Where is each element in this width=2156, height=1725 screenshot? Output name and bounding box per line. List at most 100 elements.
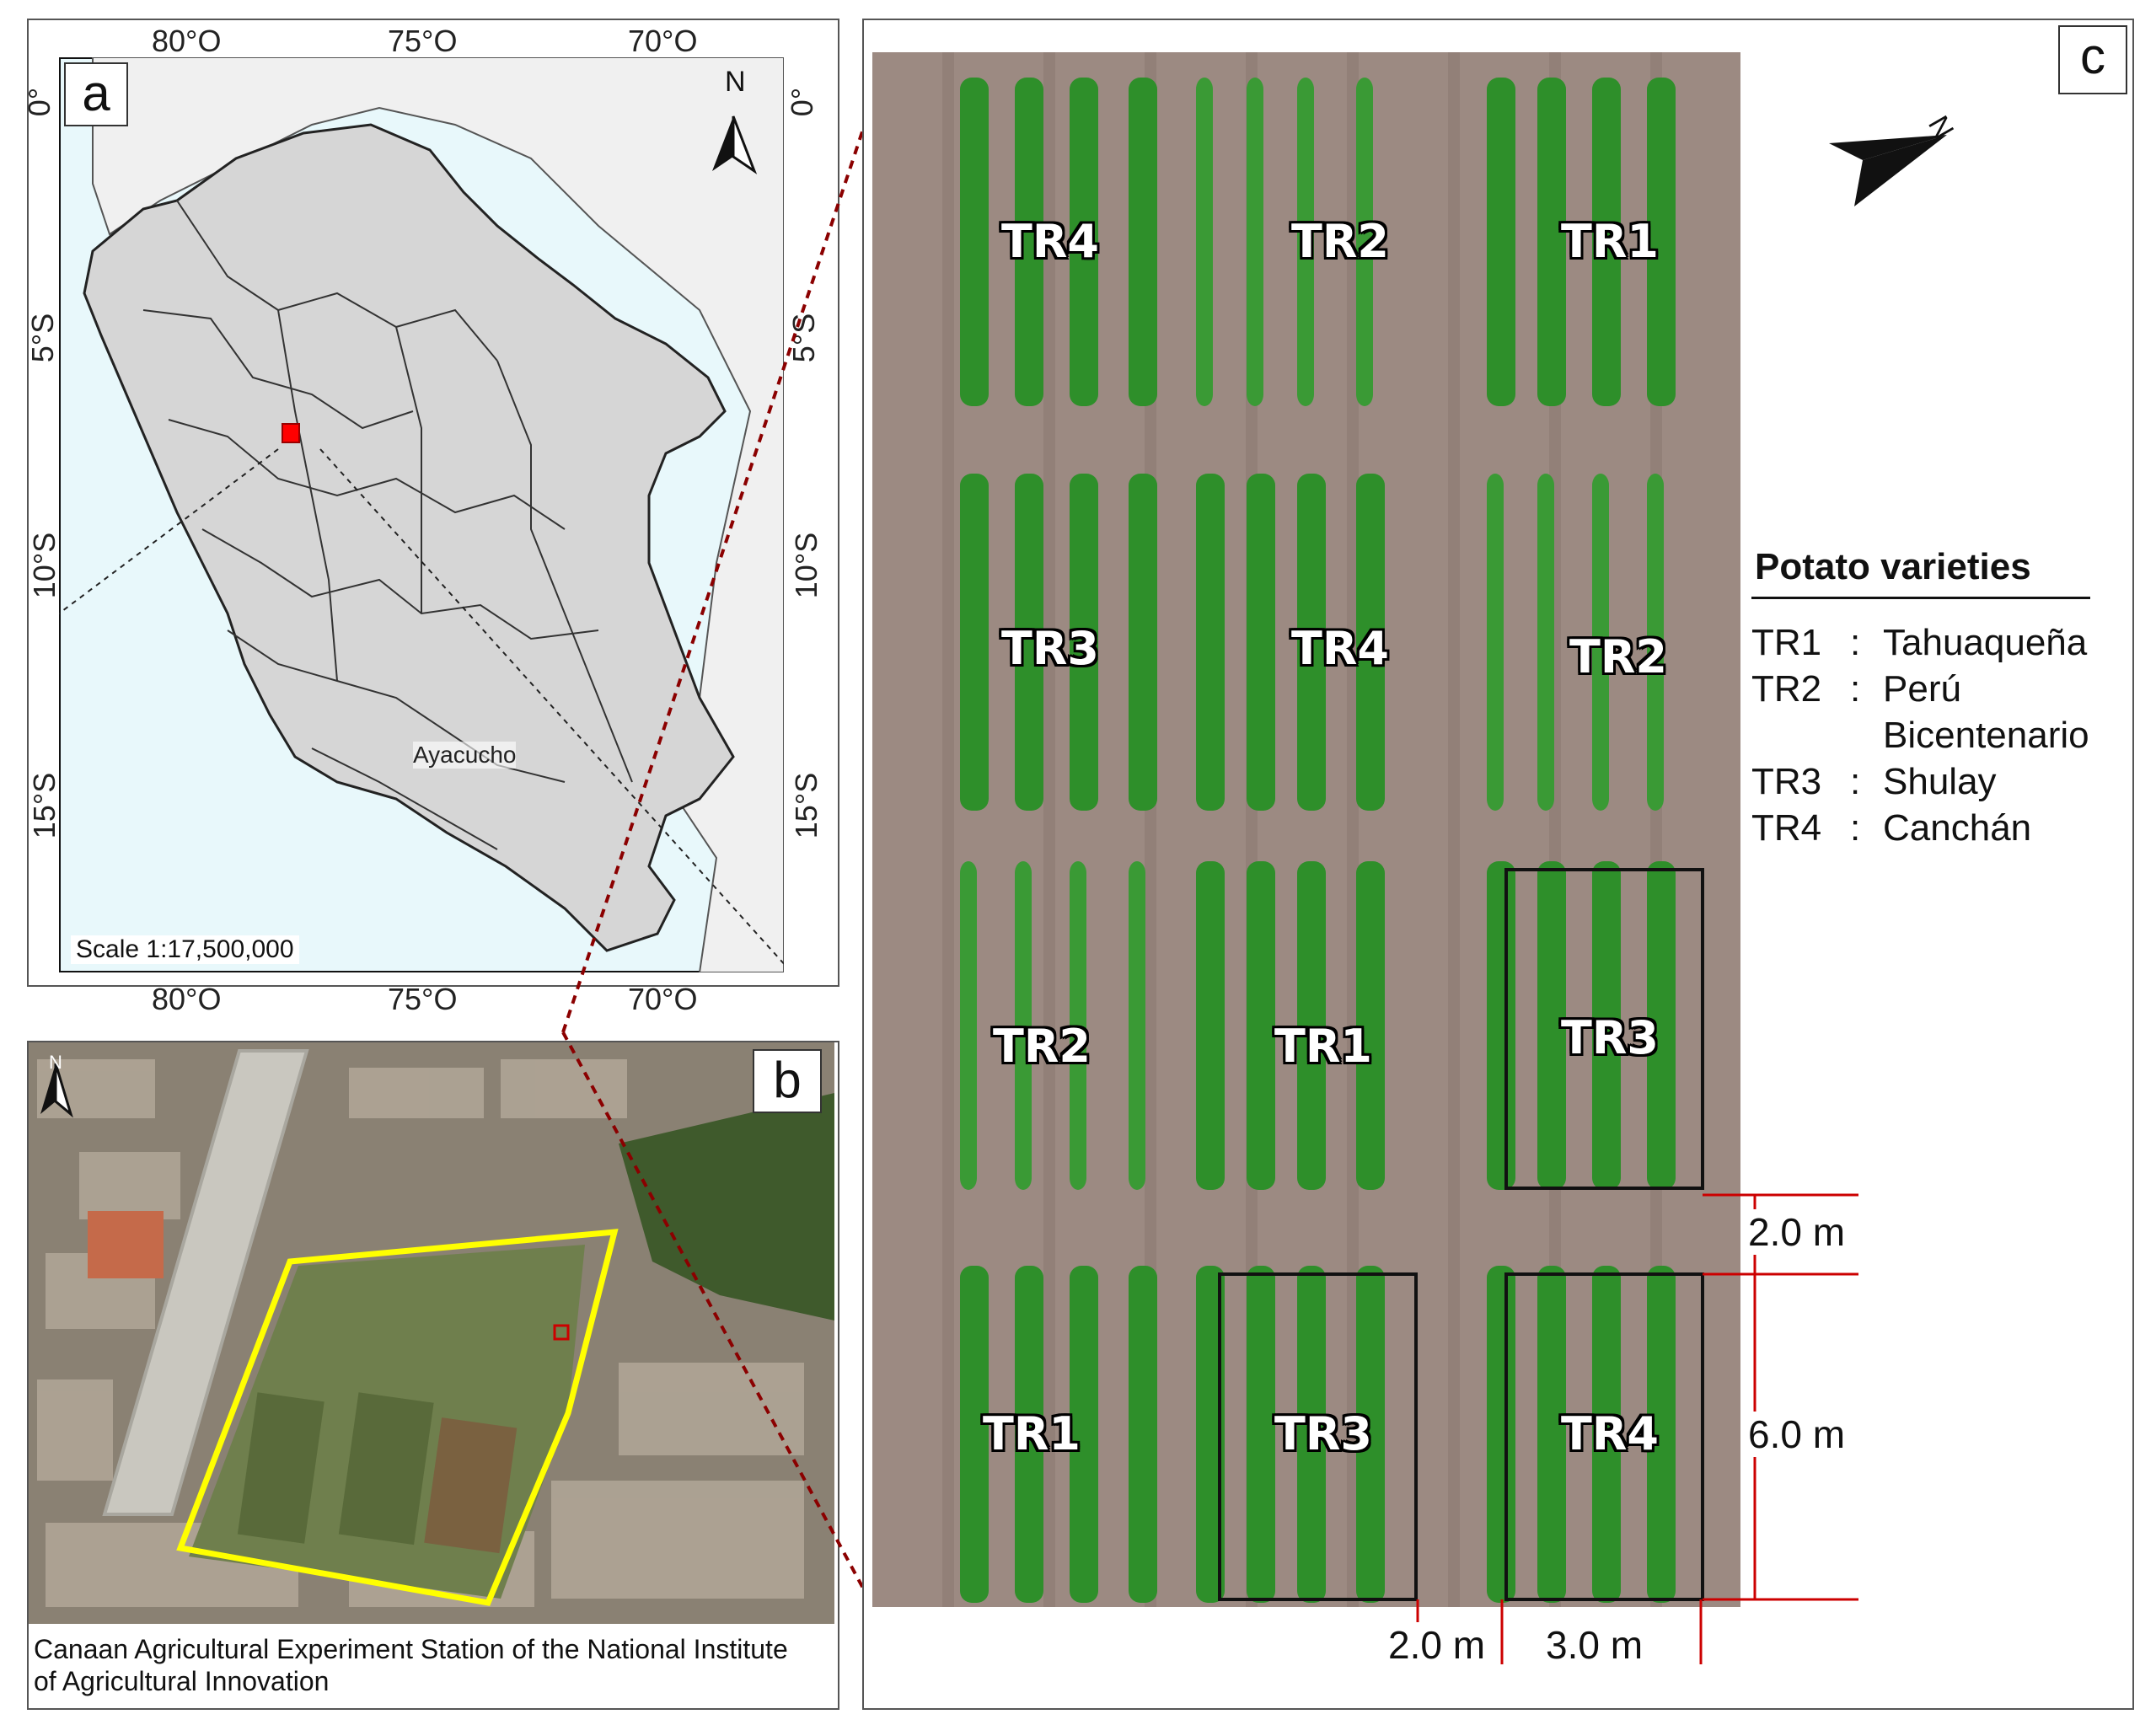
plant-row xyxy=(1592,861,1621,1190)
plant-row xyxy=(1647,1266,1676,1603)
runway xyxy=(102,1049,309,1516)
green-hill xyxy=(619,1093,834,1321)
plant-row xyxy=(1647,861,1676,1190)
plant-row xyxy=(1297,1266,1326,1603)
plot-label-r1-c2: TR2 xyxy=(1291,215,1389,268)
legend-code: TR1 xyxy=(1751,622,1822,663)
north-letter-a: N xyxy=(725,66,746,98)
panel-b-caption: Canaan Agricultural Experiment Station o… xyxy=(34,1634,788,1696)
lon-label-top-1: 80°O xyxy=(152,24,222,58)
plant-row xyxy=(1247,861,1275,1190)
plot-label-r3-c2: TR1 xyxy=(1274,1020,1372,1073)
peru-outline xyxy=(83,123,735,952)
plant-row xyxy=(1592,78,1621,406)
plant-row xyxy=(1015,474,1043,811)
plot-label-r1-c3: TR1 xyxy=(1561,215,1659,268)
ayacucho-site-marker xyxy=(282,423,300,443)
plant-row xyxy=(1537,78,1566,406)
plant-row xyxy=(1070,1266,1098,1603)
plant-row xyxy=(1070,78,1098,406)
plot-label-r1-c1: TR4 xyxy=(1001,215,1099,268)
plot-label-r3-c3: TR3 xyxy=(1561,1011,1659,1064)
plant-row xyxy=(1297,78,1314,406)
legend-code: TR3 xyxy=(1751,761,1822,802)
north-arrow-c xyxy=(1829,135,1947,206)
aerial-field-image xyxy=(872,52,1740,1607)
plant-row xyxy=(1070,474,1098,811)
highlighted-plot-frames xyxy=(1218,868,1704,1601)
plot-label-r4-c1: TR1 xyxy=(983,1407,1081,1460)
legend-separator: : xyxy=(1850,622,1861,663)
red-roof-building xyxy=(88,1211,164,1278)
zoom-line-a-to-b-right xyxy=(319,448,784,966)
legend-separator: : xyxy=(1850,807,1861,849)
plant-row xyxy=(1356,78,1373,406)
lon-label-top-2: 75°O xyxy=(388,24,458,58)
plot-label-r2-c3: TR2 xyxy=(1569,630,1667,683)
legend-variety-name: Tahuaqueña xyxy=(1883,622,2088,663)
dim-col-gap: 2.0 m xyxy=(1385,1622,1489,1668)
plant-row xyxy=(1015,1266,1043,1603)
plant-row xyxy=(1129,78,1157,406)
panel-a-tag: a xyxy=(64,62,128,126)
plot-label-r2-c2: TR4 xyxy=(1291,622,1389,675)
legend-separator: : xyxy=(1850,668,1861,710)
legend-title: Potato varieties xyxy=(1755,546,2031,587)
plant-row xyxy=(1487,474,1504,811)
plant-row xyxy=(1487,1266,1515,1603)
plant-row xyxy=(1196,78,1213,406)
plot-site-marker xyxy=(553,1324,570,1341)
neighbor-countries xyxy=(92,57,784,972)
legend-variety-name: Canchán xyxy=(1883,807,2032,849)
scale-label: Scale 1:17,500,000 xyxy=(71,935,299,964)
lon-label-bottom-2: 75°O xyxy=(388,982,458,1016)
plant-row xyxy=(1537,474,1554,811)
lon-label-top-3: 70°O xyxy=(628,24,698,58)
plant-row xyxy=(1015,861,1032,1190)
north-arrow-b xyxy=(40,1063,73,1118)
satellite-image xyxy=(29,1042,834,1624)
plant-row xyxy=(1297,861,1326,1190)
plant-row xyxy=(1247,1266,1275,1603)
plant-row xyxy=(1129,861,1145,1190)
plant-rows xyxy=(960,78,1676,1603)
plant-row xyxy=(1015,78,1043,406)
plant-row xyxy=(1196,1266,1225,1603)
dim-row-gap: 2.0 m xyxy=(1745,1209,1849,1255)
legend-title-underline xyxy=(1751,597,2090,599)
legend-code: TR4 xyxy=(1751,807,1822,849)
plant-row xyxy=(1356,1266,1385,1603)
legend-code: TR2 xyxy=(1751,668,1822,710)
plot-label-r4-c3: TR4 xyxy=(1561,1407,1659,1460)
plant-row xyxy=(960,78,989,406)
department-borders xyxy=(142,200,633,850)
plant-row xyxy=(1247,78,1263,406)
panel-c-tag: c xyxy=(2058,25,2127,94)
plant-row xyxy=(1592,474,1609,811)
plant-row xyxy=(1647,78,1676,406)
plant-row xyxy=(1356,474,1385,811)
legend-separator: : xyxy=(1850,761,1861,802)
plot-label-r4-c2: TR3 xyxy=(1274,1407,1372,1460)
station-boundary xyxy=(176,1229,619,1606)
plant-row xyxy=(1592,1266,1621,1603)
legend-variety-name: Perú xyxy=(1883,668,1961,710)
plant-row xyxy=(1070,861,1086,1190)
dim-plot-width: 3.0 m xyxy=(1542,1622,1647,1668)
plant-row xyxy=(960,1266,989,1603)
plant-row xyxy=(1647,474,1664,811)
lon-label-bottom-1: 80°O xyxy=(152,982,222,1016)
lon-label-bottom-3: 70°O xyxy=(628,982,698,1016)
plant-row xyxy=(1297,474,1326,811)
zoom-line-a-to-b-left xyxy=(59,448,279,615)
plant-row xyxy=(960,474,989,811)
north-letter-b: N xyxy=(49,1052,62,1073)
legend-variety-name: Bicentenario xyxy=(1883,715,2089,756)
plant-row xyxy=(1487,78,1515,406)
ayacucho-label: Ayacucho xyxy=(413,742,517,769)
legend-variety-name: Shulay xyxy=(1883,761,1997,802)
plant-row xyxy=(1537,1266,1566,1603)
plant-row xyxy=(1356,861,1385,1190)
